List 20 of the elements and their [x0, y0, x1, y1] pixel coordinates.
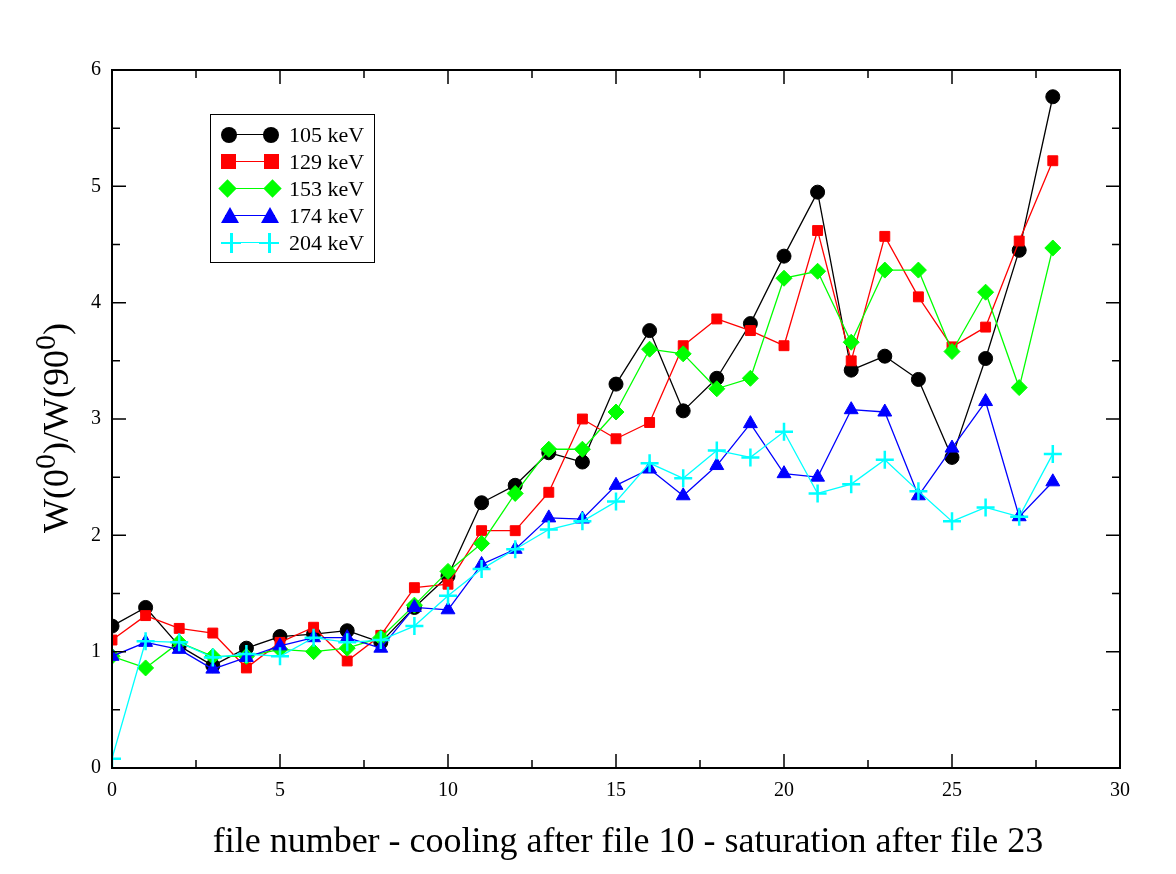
- x-tick-label: 10: [438, 778, 458, 801]
- legend-label: 174 keV: [289, 202, 365, 229]
- x-tick-label: 0: [107, 778, 117, 801]
- y-tick-label: 0: [91, 755, 101, 778]
- legend-label: 153 keV: [289, 175, 365, 202]
- x-tick-label: 15: [606, 778, 626, 801]
- y-tick-label: 3: [91, 406, 101, 429]
- legend-label: 129 keV: [289, 148, 365, 175]
- x-tick-label: 30: [1110, 778, 1130, 801]
- x-tick-label: 20: [774, 778, 794, 801]
- y-tick-label: 4: [91, 289, 101, 312]
- y-tick-label: 5: [91, 173, 101, 196]
- legend-label: 204 keV: [289, 229, 365, 256]
- x-axis-title: file number - cooling after file 10 - saturation after file 23: [212, 819, 1044, 861]
- y-tick-label: 6: [91, 57, 101, 80]
- x-tick-label: 5: [275, 778, 285, 801]
- y-tick-label: 1: [91, 638, 101, 661]
- x-tick-label: 25: [942, 778, 962, 801]
- legend-label: 105 keV: [289, 121, 365, 148]
- y-tick-label: 2: [91, 522, 101, 545]
